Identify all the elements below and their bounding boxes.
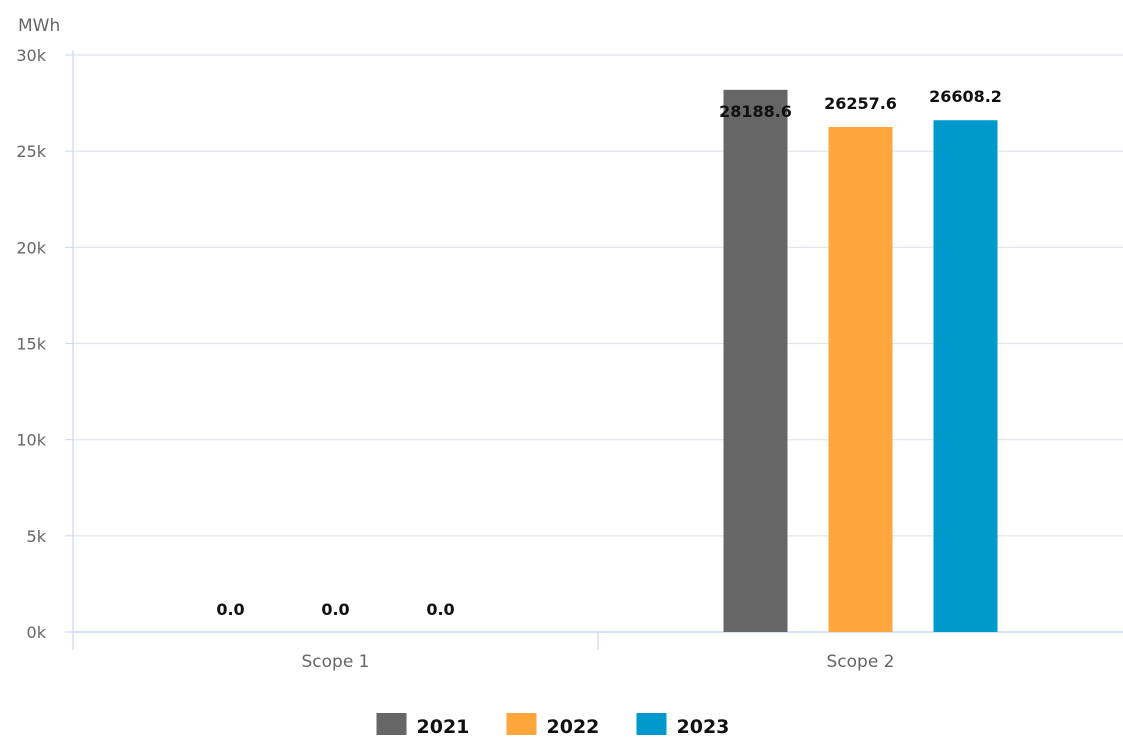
- legend-label: 2022: [547, 716, 600, 738]
- data-label: 0.0: [321, 600, 349, 619]
- data-label: 0.0: [216, 600, 244, 619]
- data-label: 28188.6: [719, 102, 792, 121]
- y-tick-label: 20k: [16, 238, 46, 257]
- bars: [723, 89, 998, 633]
- y-tick-label: 5k: [27, 527, 47, 546]
- bar-2023-scope-2[interactable]: [933, 120, 998, 632]
- legend-item-2022[interactable]: 2022: [506, 713, 600, 738]
- legend-swatch: [636, 713, 667, 735]
- data-label: 26257.6: [824, 94, 897, 113]
- bar-2021-scope-2[interactable]: [723, 89, 788, 633]
- y-tick-label: 25k: [16, 142, 46, 161]
- legend-item-2021[interactable]: 2021: [376, 713, 470, 738]
- legend-label: 2023: [677, 716, 730, 738]
- x-category-label: Scope 2: [826, 652, 894, 672]
- legend-item-2023[interactable]: 2023: [636, 713, 730, 738]
- legend-label: 2021: [417, 716, 470, 738]
- bar-2022-scope-2[interactable]: [828, 126, 893, 633]
- legend: 2021 2022 2023: [376, 713, 730, 738]
- y-tick-label: 30k: [16, 46, 46, 65]
- data-label: 0.0: [426, 600, 454, 619]
- y-tick-label: 10k: [16, 431, 46, 450]
- data-label: 26608.2: [929, 87, 1002, 106]
- axes: 0k 5k 10k 15k 20k 25k 30k Scope 1 Scope 2: [16, 46, 1123, 672]
- gridlines: [73, 54, 1123, 633]
- x-category-label: Scope 1: [301, 652, 369, 672]
- legend-swatch: [506, 713, 537, 735]
- legend-swatch: [376, 713, 407, 735]
- y-unit-label: MWh: [18, 16, 60, 36]
- y-tick-label: 0k: [27, 623, 47, 642]
- y-tick-label: 15k: [16, 335, 46, 354]
- data-labels: 0.0 28188.6 0.0 26257.6 0.0 26608.2: [216, 87, 1002, 619]
